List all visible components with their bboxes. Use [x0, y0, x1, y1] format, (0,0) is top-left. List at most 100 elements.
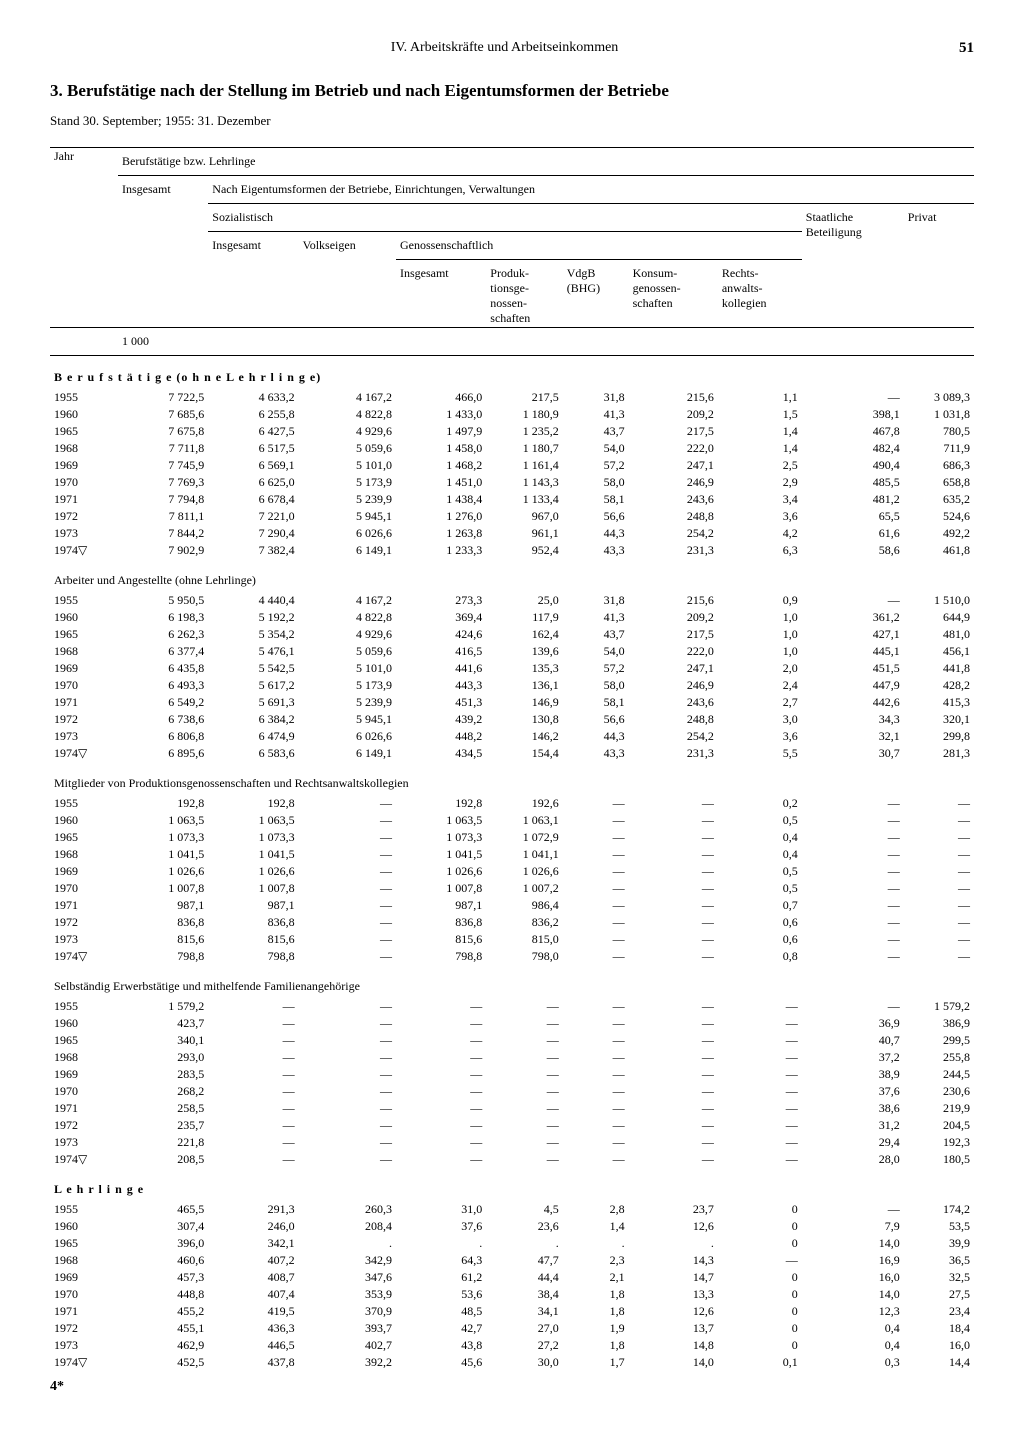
th-volkseigen: Volkseigen: [299, 232, 396, 328]
table-row: 1968460,6407,2342,964,347,72,314,3—16,93…: [50, 1252, 974, 1269]
value-cell: 4,2: [718, 525, 802, 542]
year-cell: 1974▽: [50, 1354, 118, 1371]
value-cell: 1,7: [563, 1354, 629, 1371]
value-cell: 492,2: [904, 525, 974, 542]
year-cell: 1973: [50, 931, 118, 948]
year-cell: 1968: [50, 846, 118, 863]
value-cell: —: [299, 1100, 396, 1117]
value-cell: —: [208, 1032, 298, 1049]
th-soz-insgesamt: Insgesamt: [208, 232, 298, 328]
year-cell: 1960: [50, 1218, 118, 1235]
value-cell: —: [802, 897, 904, 914]
value-cell: 299,5: [904, 1032, 974, 1049]
value-cell: 246,9: [629, 474, 718, 491]
value-cell: 1,1: [718, 389, 802, 406]
value-cell: —: [904, 795, 974, 812]
value-cell: —: [299, 1066, 396, 1083]
value-cell: 437,8: [208, 1354, 298, 1371]
value-cell: —: [396, 1134, 486, 1151]
value-cell: 215,6: [629, 389, 718, 406]
value-cell: 247,1: [629, 457, 718, 474]
value-cell: 16,0: [904, 1337, 974, 1354]
value-cell: 1 026,6: [486, 863, 562, 880]
value-cell: —: [486, 1151, 562, 1168]
year-cell: 1972: [50, 508, 118, 525]
value-cell: 2,7: [718, 694, 802, 711]
value-cell: 2,4: [718, 677, 802, 694]
value-cell: —: [563, 1151, 629, 1168]
value-cell: 36,5: [904, 1252, 974, 1269]
year-cell: 1971: [50, 491, 118, 508]
value-cell: 441,8: [904, 660, 974, 677]
value-cell: —: [563, 897, 629, 914]
table-row: 1972836,8836,8—836,8836,2——0,6——: [50, 914, 974, 931]
year-cell: 1974▽: [50, 1151, 118, 1168]
value-cell: 7 794,8: [118, 491, 208, 508]
value-cell: 686,3: [904, 457, 974, 474]
value-cell: 0,4: [718, 829, 802, 846]
value-cell: 3,4: [718, 491, 802, 508]
value-cell: 1 072,9: [486, 829, 562, 846]
value-cell: 1 063,1: [486, 812, 562, 829]
value-cell: 44,3: [563, 525, 629, 542]
value-cell: 836,2: [486, 914, 562, 931]
value-cell: 40,7: [802, 1032, 904, 1049]
value-cell: 58,1: [563, 491, 629, 508]
value-cell: 6 895,6: [118, 745, 208, 762]
table-row: 19687 711,86 517,55 059,61 458,01 180,75…: [50, 440, 974, 457]
table-row: 19681 041,51 041,5—1 041,51 041,1——0,4——: [50, 846, 974, 863]
value-cell: —: [718, 1151, 802, 1168]
value-cell: 455,1: [118, 1320, 208, 1337]
value-cell: 644,9: [904, 609, 974, 626]
value-cell: 7 711,8: [118, 440, 208, 457]
value-cell: 6 435,8: [118, 660, 208, 677]
value-cell: 222,0: [629, 643, 718, 660]
value-cell: 41,3: [563, 406, 629, 423]
value-cell: 490,4: [802, 457, 904, 474]
value-cell: 5 173,9: [299, 677, 396, 694]
value-cell: 6,3: [718, 542, 802, 559]
value-cell: 291,3: [208, 1201, 298, 1218]
value-cell: 1 031,8: [904, 406, 974, 423]
value-cell: 1 451,0: [396, 474, 486, 491]
value-cell: —: [904, 914, 974, 931]
value-cell: 64,3: [396, 1252, 486, 1269]
value-cell: —: [802, 880, 904, 897]
value-cell: 1,4: [563, 1218, 629, 1235]
value-cell: 361,2: [802, 609, 904, 626]
value-cell: 798,8: [208, 948, 298, 965]
value-cell: 5 945,1: [299, 508, 396, 525]
value-cell: 58,1: [563, 694, 629, 711]
table-row: 19601 063,51 063,5—1 063,51 063,1——0,5——: [50, 812, 974, 829]
value-cell: 254,2: [629, 728, 718, 745]
value-cell: 452,5: [118, 1354, 208, 1371]
value-cell: 7,9: [802, 1218, 904, 1235]
value-cell: 5 059,6: [299, 643, 396, 660]
value-cell: 6 255,8: [208, 406, 298, 423]
table-row: 19716 549,25 691,35 239,9451,3146,958,12…: [50, 694, 974, 711]
value-cell: 37,6: [396, 1218, 486, 1235]
value-cell: —: [299, 1049, 396, 1066]
value-cell: 1 063,5: [208, 812, 298, 829]
value-cell: 1 510,0: [904, 592, 974, 609]
year-cell: 1969: [50, 1066, 118, 1083]
value-cell: 7 844,2: [118, 525, 208, 542]
value-cell: 481,0: [904, 626, 974, 643]
value-cell: 27,5: [904, 1286, 974, 1303]
value-cell: 455,2: [118, 1303, 208, 1320]
value-cell: —: [563, 1049, 629, 1066]
year-cell: 1972: [50, 711, 118, 728]
year-cell: 1960: [50, 609, 118, 626]
value-cell: 235,7: [118, 1117, 208, 1134]
value-cell: 7 685,6: [118, 406, 208, 423]
value-cell: 139,6: [486, 643, 562, 660]
value-cell: 434,5: [396, 745, 486, 762]
value-cell: 4 929,6: [299, 626, 396, 643]
value-cell: 2,1: [563, 1269, 629, 1286]
value-cell: —: [629, 931, 718, 948]
value-cell: 0,5: [718, 812, 802, 829]
value-cell: 0,4: [718, 846, 802, 863]
table-row: 1955465,5291,3260,331,04,52,823,70—174,2: [50, 1201, 974, 1218]
value-cell: 392,2: [299, 1354, 396, 1371]
table-row: 1971987,1987,1—987,1986,4——0,7——: [50, 897, 974, 914]
